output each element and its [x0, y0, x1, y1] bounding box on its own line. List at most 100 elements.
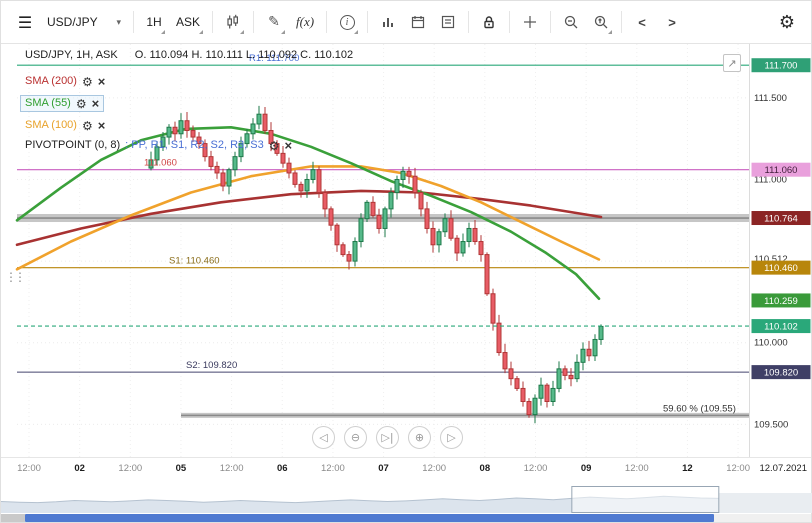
- chevron-down-icon: ▾: [116, 16, 121, 27]
- chart-title: USD/JPY, 1H, ASK: [25, 49, 118, 61]
- close-icon[interactable]: ×: [97, 74, 106, 89]
- axis-end-date-label: 12.07.2021: [759, 463, 807, 474]
- time-axis[interactable]: 12:00 02 12:00 05 12:00 06 12:00 07 12:00 08 12:00…: [1, 457, 811, 478]
- date-tick-label: 02: [74, 463, 85, 474]
- indicator-label: SMA (200): [25, 75, 77, 87]
- toolbar-separator: [253, 11, 255, 33]
- svg-text:109.820: 109.820: [764, 368, 798, 379]
- scroll-left-button[interactable]: <: [628, 7, 657, 37]
- svg-text:111.500: 111.500: [754, 93, 787, 104]
- navigator-area-chart[interactable]: [1, 486, 812, 513]
- svg-text:S1: 110.460: S1: 110.460: [169, 256, 220, 267]
- lock-icon: [484, 16, 494, 29]
- history-navigator[interactable]: [1, 486, 812, 513]
- pan-left-button[interactable]: ◁: [312, 426, 335, 449]
- indicator-label: PIVOTPOINT (0, 8): [25, 139, 121, 151]
- gear-icon[interactable]: ⚙: [75, 96, 87, 111]
- price-axis[interactable]: [749, 44, 812, 457]
- pan-right-button[interactable]: ▷: [440, 426, 463, 449]
- indicator-row-sma200: SMA (200) ⚙ ×: [25, 75, 105, 88]
- histogram-icon: [383, 18, 394, 27]
- zoom-out-button[interactable]: ⊖: [344, 426, 367, 449]
- toolbar-separator: [509, 11, 511, 33]
- indicator-label: SMA (100): [25, 119, 77, 131]
- chart-region: R1: 111.700 111.060 S1: 110.460 S2: 109.820…: [1, 44, 811, 457]
- timeframe-select[interactable]: 1H: [140, 7, 168, 37]
- toolbar-separator: [133, 11, 134, 33]
- scrollbar-thumb[interactable]: [25, 514, 714, 522]
- chart-legend: USD/JPY, 1H, ASK O. 110.094 H. 110.111 L…: [20, 50, 353, 159]
- zoom-out-icon: ⊖: [350, 431, 361, 444]
- zoom-in-button[interactable]: ⊕: [408, 426, 431, 449]
- svg-text:111.060: 111.060: [765, 165, 798, 176]
- chart-nav-controls: ◁ ⊖ ▷| ⊕ ▷: [312, 426, 463, 449]
- price-side-label: ASK: [176, 15, 201, 29]
- time-tick-label: 12:00: [219, 463, 244, 474]
- chevron-left-icon: ◁: [319, 431, 328, 444]
- candlestick-chart-icon: [227, 14, 239, 29]
- calendar-button[interactable]: [404, 7, 433, 37]
- info-button[interactable]: i: [333, 7, 362, 37]
- toolbar-separator: [326, 11, 328, 33]
- settings-button[interactable]: ⚙: [772, 7, 801, 37]
- time-tick-label: 12:00: [17, 463, 41, 474]
- scroll-right-button[interactable]: >: [658, 7, 687, 37]
- close-icon[interactable]: ×: [97, 118, 106, 133]
- calendar-icon: [411, 16, 425, 29]
- indicators-button[interactable]: f(x): [290, 7, 321, 37]
- fx-icon: f(x): [296, 14, 315, 29]
- indicator-row-sma55: SMA (55) ⚙ ×: [20, 95, 105, 112]
- symbol-select[interactable]: USD/JPY ▾: [41, 7, 127, 37]
- pivot-levels-label: : PP, R1, S1, R2, S2, R3, S3: [125, 139, 264, 151]
- info-icon: i: [339, 14, 355, 30]
- close-icon[interactable]: ×: [91, 96, 100, 111]
- svg-text:S2: 109.820: S2: 109.820: [186, 360, 237, 371]
- close-icon[interactable]: ×: [284, 138, 293, 153]
- toolbar: ☰ USD/JPY ▾ 1H ASK ✎ f(x): [1, 1, 811, 44]
- crosshair-icon: [524, 16, 537, 28]
- svg-text:111.700: 111.700: [765, 61, 798, 72]
- chart-scrollbar[interactable]: [1, 514, 811, 522]
- svg-text:109.500: 109.500: [754, 419, 788, 430]
- navigator-selection[interactable]: [571, 486, 720, 513]
- svg-text:110.460: 110.460: [764, 263, 798, 274]
- svg-text:59.60 % (109.55): 59.60 % (109.55): [663, 403, 736, 414]
- svg-text:R1: 111.700: R1: 111.700: [249, 53, 299, 64]
- lock-button[interactable]: [475, 7, 504, 37]
- chart-title-row: USD/JPY, 1H, ASK O. 110.094 H. 110.111 L…: [25, 50, 353, 61]
- gear-icon[interactable]: ⚙: [81, 118, 93, 133]
- zoom-arrow-icon: [594, 15, 608, 29]
- svg-text:110.259: 110.259: [764, 296, 798, 307]
- journal-icon: [441, 15, 455, 29]
- pane-resize-handle[interactable]: ⋮⋮: [5, 270, 26, 284]
- date-tick-label: 12: [682, 463, 693, 474]
- chevron-right-icon: ▷: [447, 431, 456, 444]
- price-chart-svg[interactable]: R1: 111.700 111.060 S1: 110.460 S2: 109.820…: [1, 44, 812, 457]
- menu-button[interactable]: ☰: [11, 7, 39, 37]
- jump-latest-button[interactable]: ▷|: [376, 426, 399, 449]
- crosshair-button[interactable]: [516, 7, 545, 37]
- volume-button[interactable]: [374, 7, 403, 37]
- zoom-out-button[interactable]: [557, 7, 586, 37]
- toolbar-separator: [468, 11, 470, 33]
- timeframe-label: 1H: [146, 15, 162, 29]
- toolbar-separator: [550, 11, 552, 33]
- zoom-preset-button[interactable]: [587, 7, 616, 37]
- date-tick-label: 05: [175, 463, 187, 474]
- date-tick-label: 08: [479, 463, 491, 474]
- expand-icon: ↗: [727, 56, 737, 70]
- time-tick-label: 12:00: [726, 463, 750, 474]
- price-side-select[interactable]: ASK: [170, 7, 207, 37]
- chart-type-button[interactable]: [219, 7, 248, 37]
- zoom-in-icon: ⊕: [414, 431, 425, 444]
- gear-icon[interactable]: ⚙: [268, 138, 280, 153]
- toolbar-separator: [212, 11, 214, 33]
- jump-latest-icon: ▷|: [381, 431, 394, 444]
- draw-tools-button[interactable]: ✎: [260, 7, 289, 37]
- svg-text:111.060: 111.060: [144, 158, 177, 169]
- gear-icon[interactable]: ⚙: [81, 74, 93, 89]
- time-tick-label: 12:00: [624, 463, 649, 474]
- svg-text:110.000: 110.000: [754, 338, 788, 349]
- expand-chart-button[interactable]: ↗: [723, 54, 741, 72]
- journal-button[interactable]: [434, 7, 463, 37]
